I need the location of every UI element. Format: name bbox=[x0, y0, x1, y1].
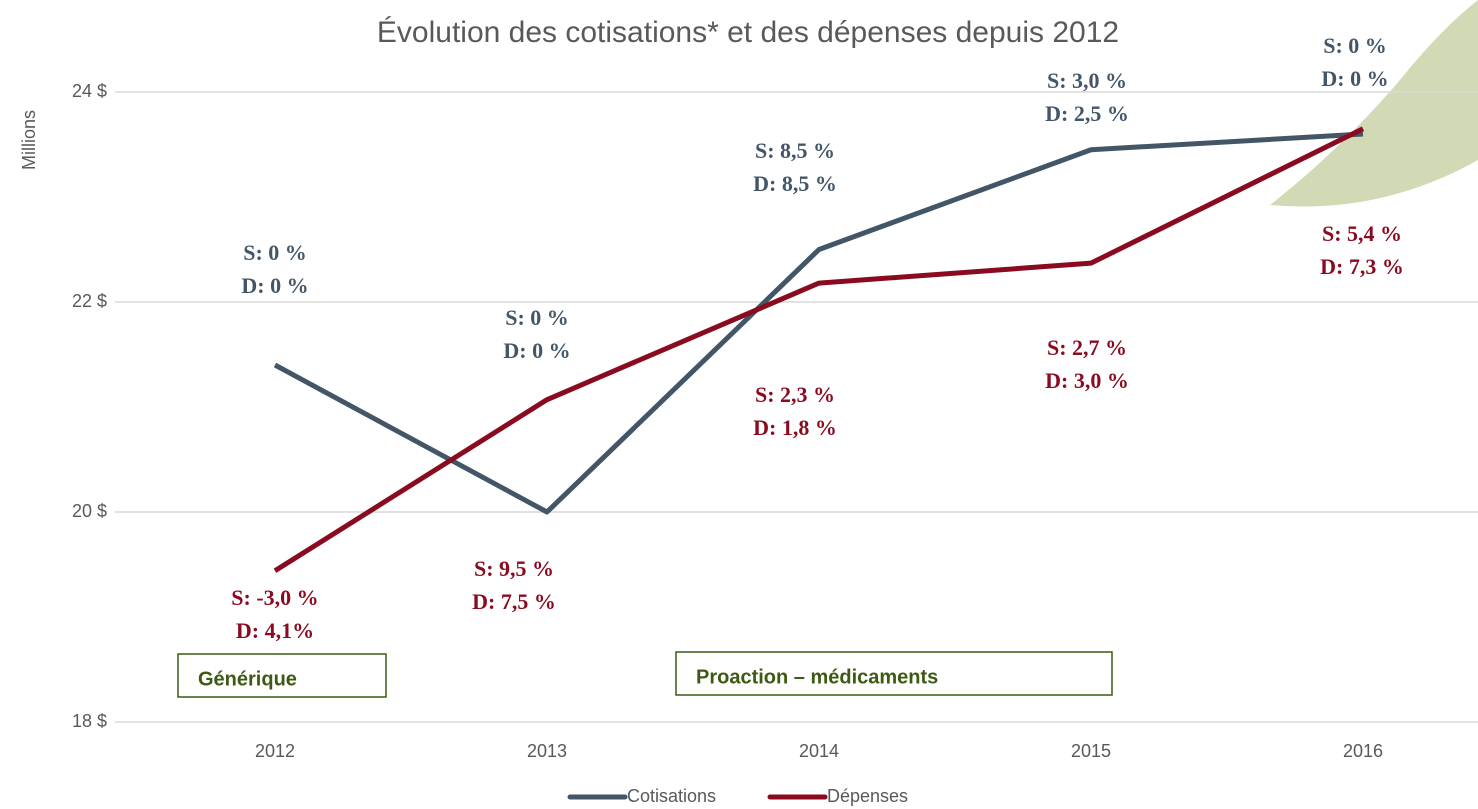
annotation-box bbox=[675, 651, 1113, 696]
x-tick-label: 2012 bbox=[255, 741, 295, 761]
y-tick-label: 22 $ bbox=[72, 291, 107, 311]
annotation: D: 0 % bbox=[241, 273, 308, 298]
annotation-box-label: Proaction – médicaments bbox=[696, 666, 938, 688]
x-tick-label: 2014 bbox=[799, 741, 839, 761]
annotation: S: 3,0 % bbox=[1047, 68, 1127, 93]
series-line bbox=[273, 131, 1364, 515]
y-tick-label: 20 $ bbox=[72, 501, 107, 521]
annotation: S: 8,5 % bbox=[755, 138, 835, 163]
annotation: D: 0 % bbox=[503, 338, 570, 363]
annotation: D: 3,0 % bbox=[1045, 368, 1129, 393]
x-tick-label: 2016 bbox=[1343, 741, 1383, 761]
legend-label: Dépenses bbox=[827, 786, 908, 806]
annotation: D: 0 % bbox=[1321, 66, 1388, 91]
chart-title: Évolution des cotisations* et des dépens… bbox=[377, 16, 1119, 49]
x-tick-label: 2015 bbox=[1071, 741, 1111, 761]
annotation: D: 8,5 % bbox=[753, 171, 837, 196]
y-tick-label: 18 $ bbox=[72, 711, 107, 731]
legend-label: Cotisations bbox=[627, 786, 716, 806]
annotation-box-label: Générique bbox=[198, 668, 297, 690]
y-axis-label: Millions bbox=[19, 110, 39, 170]
annotation: S: -3,0 % bbox=[231, 585, 318, 610]
annotation: D: 7,3 % bbox=[1320, 254, 1404, 279]
y-tick-label: 24 $ bbox=[72, 81, 107, 101]
annotation: S: 2,7 % bbox=[1047, 335, 1127, 360]
annotation: S: 2,3 % bbox=[755, 382, 835, 407]
annotation: D: 7,5 % bbox=[472, 589, 556, 614]
annotation: D: 4,1% bbox=[236, 618, 314, 643]
annotation: D: 2,5 % bbox=[1045, 101, 1129, 126]
annotation: S: 0 % bbox=[505, 305, 569, 330]
annotation: D: 1,8 % bbox=[753, 415, 837, 440]
annotation: S: 5,4 % bbox=[1322, 221, 1402, 246]
x-tick-label: 2013 bbox=[527, 741, 567, 761]
annotation: S: 0 % bbox=[243, 240, 307, 265]
annotation: S: 0 % bbox=[1323, 33, 1387, 58]
annotation: S: 9,5 % bbox=[474, 556, 554, 581]
annotation-box bbox=[177, 653, 387, 698]
series-line bbox=[273, 126, 1365, 573]
decorative-leaf bbox=[1270, 0, 1478, 207]
